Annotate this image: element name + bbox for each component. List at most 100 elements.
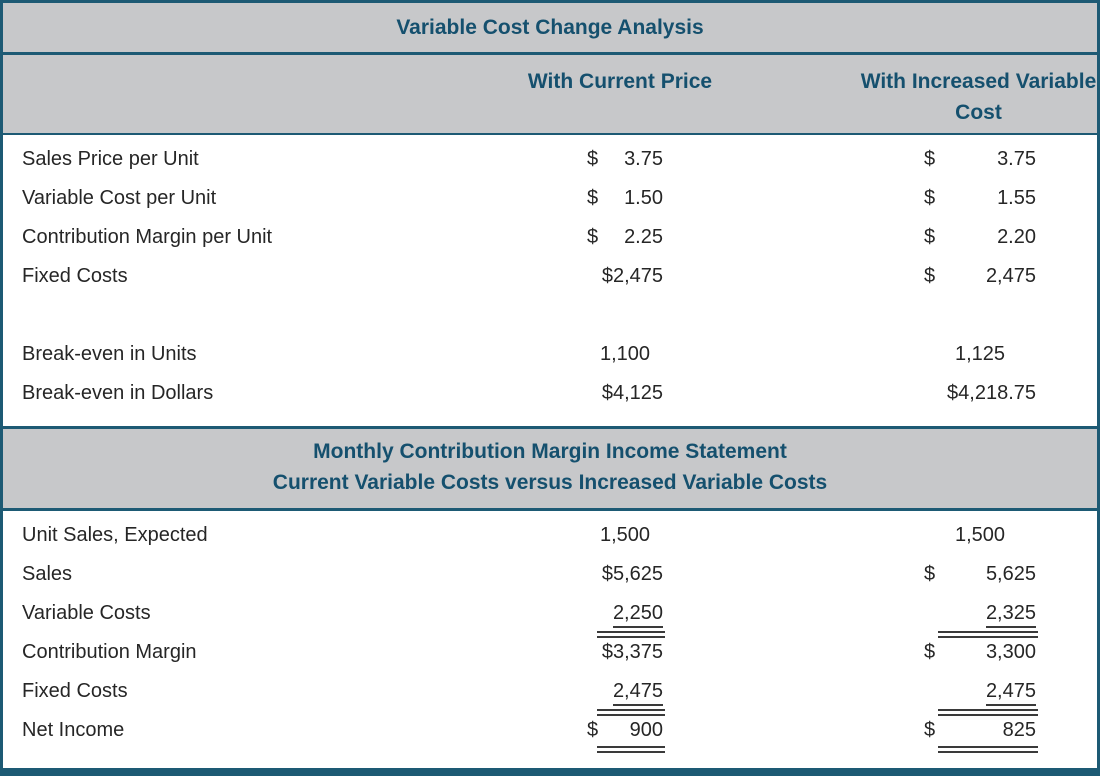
row-label: Contribution Margin: [22, 641, 197, 663]
dollar-sign: $: [924, 563, 936, 585]
table-row: Sales $5,625 $5,625: [3, 557, 1097, 596]
amount-value: 1.50: [624, 187, 663, 209]
table-row: Unit Sales, Expected 1,500 1,500: [3, 518, 1097, 557]
amount-value: 5,625: [985, 563, 1036, 585]
table-row: Variable Costs 2,250 2,325: [3, 596, 1097, 638]
amount-value: 2,475: [985, 678, 1036, 706]
amount-cell-c2: $1.55: [820, 185, 1097, 220]
double-rule: [938, 709, 1038, 716]
amount-value: 2.20: [997, 226, 1036, 248]
dollar-sign: $: [924, 641, 936, 663]
amount-cell-c2: $825: [820, 717, 1097, 753]
amount-value: 2,475: [985, 265, 1036, 287]
amount-cell-c1: $5,625: [420, 561, 820, 596]
amount-cell-c2: $5,625: [820, 561, 1097, 596]
dollar-sign: $: [587, 148, 599, 170]
amount-value: 1,500: [599, 524, 651, 546]
amount-cell-c1: $2,475: [420, 263, 820, 298]
amount-value: $2,475: [601, 265, 663, 287]
table-row: Net Income $900 $825: [3, 713, 1097, 753]
row-label: Break-even in Units: [22, 343, 197, 365]
amount-cell-c1: $3.75: [420, 146, 820, 181]
amount-cell-c2: $3.75: [820, 146, 1097, 181]
amount-cell-c1: $1.50: [420, 185, 820, 220]
row-label: Variable Cost per Unit: [22, 187, 217, 209]
amount-cell-c1: $4,125: [420, 380, 820, 415]
statement-title-line1: Monthly Contribution Margin Income State…: [313, 440, 787, 463]
row-label: Variable Costs: [22, 602, 151, 624]
amount-cell-c2: 2,325: [820, 600, 1097, 638]
amount-value: 2.25: [624, 226, 663, 248]
amount-value: 1,100: [599, 343, 651, 365]
title-band: Variable Cost Change Analysis: [3, 3, 1097, 55]
dollar-sign: $: [587, 187, 599, 209]
table-row: Variable Cost per Unit $1.50 $1.55: [3, 181, 1097, 220]
row-label: Fixed Costs: [22, 265, 128, 287]
row-label: Fixed Costs: [22, 680, 128, 702]
break-even-analysis-section: Sales Price per Unit $3.75 $3.75 Variable C…: [3, 135, 1097, 426]
row-label: Net Income: [22, 719, 125, 741]
statement-title-line2: Current Variable Costs versus Increased …: [272, 471, 828, 494]
spacer-row: [3, 298, 1097, 337]
row-label: Unit Sales, Expected: [22, 524, 208, 546]
double-rule: [938, 631, 1038, 638]
table-row: Break-even in Dollars $4,125 $4,218.75: [3, 376, 1097, 415]
double-rule: [597, 709, 665, 716]
row-label: Contribution Margin per Unit: [22, 226, 273, 248]
amount-cell-c2: 2,475: [820, 678, 1097, 716]
table-row: Break-even in Units 1,100 1,125: [3, 337, 1097, 376]
amount-value: 1,500: [954, 524, 1006, 546]
amount-value: 900: [629, 719, 663, 741]
row-label: Sales Price per Unit: [22, 148, 199, 170]
row-label: Break-even in Dollars: [22, 382, 214, 404]
column-header-band: With Current Price With Increased Variab…: [3, 55, 1097, 135]
amount-cell-c2: 1,500: [820, 522, 1097, 557]
dollar-sign: $: [924, 148, 936, 170]
amount-value: 3,300: [985, 641, 1036, 663]
amount-value: 2,475: [612, 678, 663, 706]
amount-value: $4,125: [601, 382, 663, 404]
table-row: Sales Price per Unit $3.75 $3.75: [3, 142, 1097, 181]
dollar-sign: $: [924, 265, 936, 287]
table-row: Contribution Margin $3,375 $3,300: [3, 635, 1097, 674]
dollar-sign: $: [587, 226, 599, 248]
amount-value: 2,325: [985, 600, 1036, 628]
amount-value: 1,125: [954, 343, 1006, 365]
dollar-sign: $: [924, 719, 936, 741]
row-label: Sales: [22, 563, 73, 585]
amount-cell-c2: $3,300: [820, 639, 1097, 674]
amount-cell-c2: $2.20: [820, 224, 1097, 259]
column-header-current-price: With Current Price: [527, 70, 713, 93]
page-title: Variable Cost Change Analysis: [396, 15, 704, 39]
double-rule: [597, 631, 665, 638]
amount-value: 3.75: [624, 148, 663, 170]
amount-cell-c1: 2,475: [420, 678, 820, 716]
amount-cell-c2: $2,475: [820, 263, 1097, 298]
amount-cell-c1: $2.25: [420, 224, 820, 259]
amount-cell-c1: 1,100: [420, 341, 820, 376]
amount-cell-c1: $900: [420, 717, 820, 753]
amount-value: 2,250: [612, 600, 663, 628]
table-row: Contribution Margin per Unit $2.25 $2.20: [3, 220, 1097, 259]
dollar-sign: $: [587, 719, 599, 741]
amount-cell-c1: $3,375: [420, 639, 820, 674]
amount-value: 1.55: [997, 187, 1036, 209]
double-rule: [597, 746, 665, 753]
amount-value: 825: [1002, 719, 1036, 741]
column-header-spacer: [3, 66, 420, 133]
amount-cell-c1: 2,250: [420, 600, 820, 638]
amount-cell-c2: 1,125: [820, 341, 1097, 376]
column-header-increased-cost: With Increased Variable Cost: [860, 70, 1097, 124]
dollar-sign: $: [924, 187, 936, 209]
amount-value: $3,375: [601, 641, 663, 663]
double-rule: [938, 746, 1038, 753]
amount-value: 3.75: [997, 148, 1036, 170]
statement-title-band: Monthly Contribution Margin Income State…: [3, 426, 1097, 511]
amount-value: $5,625: [601, 563, 663, 585]
income-statement-section: Unit Sales, Expected 1,500 1,500 Sales $5,62…: [3, 511, 1097, 768]
amount-value: $4,218.75: [947, 382, 1036, 404]
table-row: Fixed Costs $2,475 $2,475: [3, 259, 1097, 298]
dollar-sign: $: [924, 226, 936, 248]
table-row: Fixed Costs 2,475 2,475: [3, 674, 1097, 716]
